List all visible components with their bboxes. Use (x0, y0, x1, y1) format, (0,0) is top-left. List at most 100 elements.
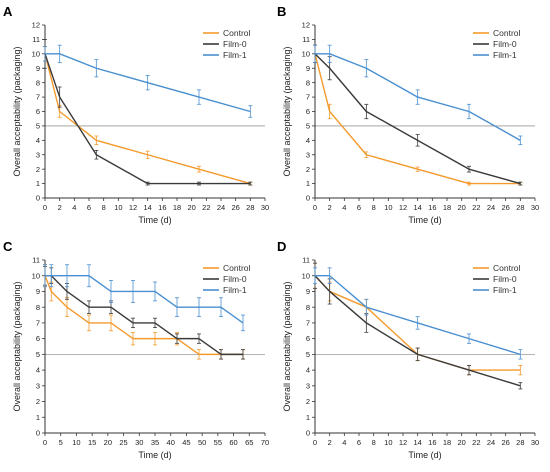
y-tick-label: 4 (306, 366, 310, 375)
x-tick-label: 55 (214, 438, 222, 447)
x-tick-label: 2 (328, 438, 332, 447)
y-tick-label: 3 (36, 150, 40, 159)
y-tick-label: 10 (302, 271, 310, 280)
y-tick-label: 2 (306, 397, 310, 406)
x-tick-label: 14 (413, 203, 421, 212)
x-axis-label: Time (d) (408, 215, 441, 225)
x-tick-label: 10 (384, 438, 392, 447)
x-tick-label: 60 (229, 438, 237, 447)
x-tick-label: 4 (342, 203, 346, 212)
panel-letter: A (3, 4, 13, 19)
legend-label: Control (223, 28, 251, 38)
x-tick-label: 12 (129, 203, 137, 212)
y-tick-label: 1 (306, 179, 310, 188)
y-tick-label: 10 (302, 49, 310, 58)
legend-label: Control (493, 28, 521, 38)
y-tick-label: 9 (306, 287, 310, 296)
y-tick-label: 10 (32, 271, 40, 280)
series-line-film-0 (314, 275, 521, 387)
legend-label: Control (493, 263, 521, 273)
panel-letter: C (3, 239, 13, 254)
x-tick-label: 18 (443, 203, 451, 212)
y-tick-label: 3 (306, 150, 310, 159)
y-tick-label: 11 (32, 256, 40, 265)
panel-letter: D (277, 239, 286, 254)
x-tick-label: 8 (102, 203, 106, 212)
x-tick-label: 24 (217, 203, 225, 212)
series-line-film-1 (45, 275, 244, 324)
series-line-film-0 (314, 53, 521, 185)
series-line-control (314, 53, 521, 185)
y-tick-label: 8 (36, 303, 40, 312)
x-tick-label: 20 (457, 203, 465, 212)
y-tick-label: 3 (36, 381, 40, 390)
x-tick-label: 20 (187, 203, 195, 212)
x-tick-label: 8 (372, 203, 376, 212)
legend-label: Film-1 (223, 50, 247, 60)
y-tick-label: 10 (32, 49, 40, 58)
x-tick-label: 24 (487, 203, 495, 212)
y-tick-label: 11 (32, 35, 40, 44)
legend-label: Film-0 (223, 274, 247, 284)
x-tick-label: 30 (135, 438, 143, 447)
x-tick-label: 30 (531, 438, 539, 447)
x-tick-label: 24 (487, 438, 495, 447)
y-tick-label: 3 (306, 381, 310, 390)
x-tick-label: 22 (472, 203, 480, 212)
series-line-film-1 (45, 53, 251, 113)
y-tick-label: 2 (306, 165, 310, 174)
y-tick-label: 12 (302, 21, 310, 30)
x-axis-label: Time (d) (138, 215, 171, 225)
x-tick-label: 2 (58, 203, 62, 212)
y-tick-label: 11 (302, 35, 310, 44)
y-tick-label: 6 (306, 107, 310, 116)
y-tick-label: 4 (36, 366, 40, 375)
x-tick-label: 14 (143, 203, 151, 212)
series-line-film-0 (44, 53, 251, 185)
x-tick-label: 16 (428, 438, 436, 447)
x-tick-label: 28 (516, 203, 524, 212)
x-tick-label: 12 (399, 203, 407, 212)
y-tick-label: 5 (36, 350, 40, 359)
x-tick-label: 20 (104, 438, 112, 447)
x-axis-label: Time (d) (138, 450, 171, 460)
y-tick-label: 5 (306, 350, 310, 359)
x-tick-label: 16 (158, 203, 166, 212)
x-tick-label: 20 (457, 438, 465, 447)
x-tick-label: 70 (261, 438, 269, 447)
y-tick-label: 0 (306, 194, 310, 203)
series-line-control (44, 275, 243, 356)
y-tick-label: 2 (36, 397, 40, 406)
x-tick-label: 22 (472, 438, 480, 447)
series-line-film-1 (315, 53, 521, 141)
x-tick-label: 12 (399, 438, 407, 447)
legend-label: Film-1 (223, 285, 247, 295)
series-line-film-0 (45, 275, 243, 356)
y-tick-label: 0 (36, 194, 40, 203)
x-tick-label: 0 (43, 438, 47, 447)
x-tick-label: 5 (59, 438, 63, 447)
series-line-film-1 (315, 275, 521, 356)
x-tick-label: 25 (119, 438, 127, 447)
legend-label: Film-0 (493, 274, 517, 284)
y-tick-label: 7 (306, 93, 310, 102)
x-tick-label: 4 (342, 438, 346, 447)
legend-label: Film-1 (493, 285, 517, 295)
y-tick-label: 8 (36, 78, 40, 87)
y-tick-label: 6 (306, 334, 310, 343)
x-tick-label: 16 (428, 203, 436, 212)
x-tick-label: 40 (167, 438, 175, 447)
y-tick-label: 1 (306, 413, 310, 422)
x-tick-label: 10 (114, 203, 122, 212)
y-tick-label: 9 (36, 64, 40, 73)
x-tick-label: 18 (173, 203, 181, 212)
y-tick-label: 8 (306, 303, 310, 312)
y-axis-label: Overall acceptability (packaging) (282, 281, 292, 411)
x-tick-label: 15 (88, 438, 96, 447)
x-tick-label: 30 (531, 203, 539, 212)
y-tick-label: 1 (36, 413, 40, 422)
